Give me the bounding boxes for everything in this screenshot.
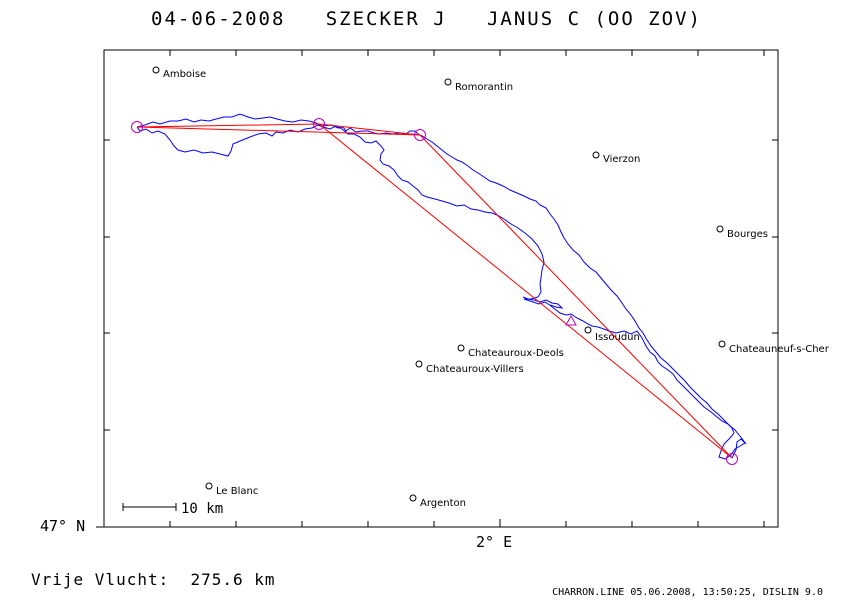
town-dot [152, 66, 160, 74]
turnpoints [131, 118, 738, 465]
town-label: Romorantin [455, 82, 513, 93]
town-dot [444, 78, 452, 86]
turnpoint-marker [726, 453, 738, 465]
town-markers: Amboise Romorantin Vierzon Bourges Issou… [152, 66, 830, 509]
town-le-blanc: Le Blanc [205, 482, 258, 497]
turnpoint-marker [414, 129, 426, 141]
town-romorantin: Romorantin [444, 78, 513, 93]
town-dot [205, 482, 213, 490]
footer-info: CHARRON.LINE 05.06.2008, 13:50:25, DISLI… [552, 587, 823, 598]
longitude-label: 2° E [476, 533, 512, 551]
town-dot [584, 326, 592, 334]
town-bourges: Bourges [716, 225, 768, 240]
town-chateauroux-deols: Chateauroux-Deols [457, 344, 564, 359]
map-frame [103, 49, 779, 528]
turnpoint-marker [131, 121, 143, 133]
town-dot [409, 494, 417, 502]
town-label: Amboise [163, 69, 206, 80]
scale-bar: 10 km [122, 501, 223, 517]
town-dot [457, 344, 465, 352]
latitude-ticks [96, 139, 110, 528]
flight-track [136, 113, 747, 460]
town-dot [716, 225, 724, 233]
start-triangle-icon [565, 314, 577, 326]
town-dot [718, 340, 726, 348]
town-label: Chateauroux-Deols [468, 348, 564, 359]
town-vierzon: Vierzon [592, 151, 640, 165]
town-chateauroux-villers: Chateauroux-Villers [415, 360, 524, 375]
town-issoudun: Issoudun [584, 326, 640, 343]
scale-bar-label: 10 km [181, 501, 223, 517]
latitude-ticks-right [772, 139, 778, 431]
town-label: Argenton [420, 498, 466, 509]
town-amboise: Amboise [152, 66, 206, 80]
town-label: Issoudun [595, 332, 640, 343]
task-lines [136, 123, 733, 459]
town-dot [592, 151, 600, 159]
town-label: Chateauroux-Villers [426, 364, 524, 375]
longitude-ticks-top [169, 50, 765, 56]
map-title: 04-06-2008 SZECKER J JANUS C (OO ZOV) [151, 8, 702, 30]
free-flight-distance: Vrije Vlucht: 275.6 km [31, 570, 276, 589]
turnpoint-marker [313, 118, 325, 130]
longitude-ticks [169, 519, 765, 527]
town-chateauneuf-s-cher: Chateauneuf-s-Cher [718, 340, 830, 355]
latitude-label: 47° N [40, 517, 85, 535]
town-label: Le Blanc [216, 486, 258, 497]
town-dot [415, 360, 423, 368]
town-label: Vierzon [603, 154, 640, 165]
town-label: Chateauneuf-s-Cher [729, 344, 830, 355]
town-argenton: Argenton [409, 494, 466, 509]
town-label: Bourges [727, 229, 768, 240]
